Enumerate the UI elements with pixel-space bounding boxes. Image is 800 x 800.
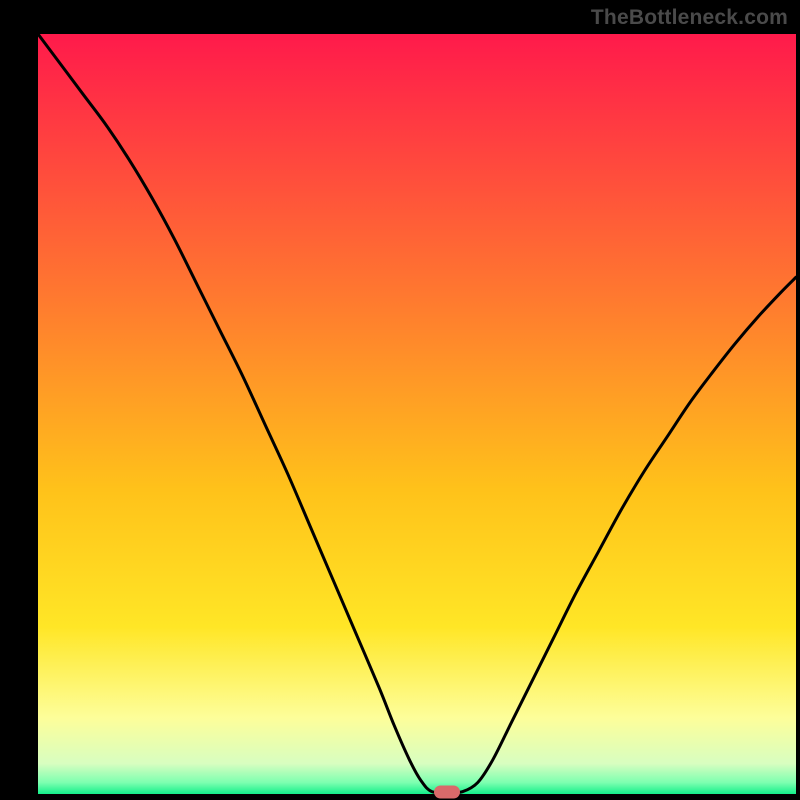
bottleneck-curve	[38, 34, 796, 794]
plot-area	[38, 34, 796, 794]
watermark-text: TheBottleneck.com	[591, 6, 788, 30]
curve-path	[38, 34, 796, 793]
minimum-marker	[434, 785, 460, 798]
